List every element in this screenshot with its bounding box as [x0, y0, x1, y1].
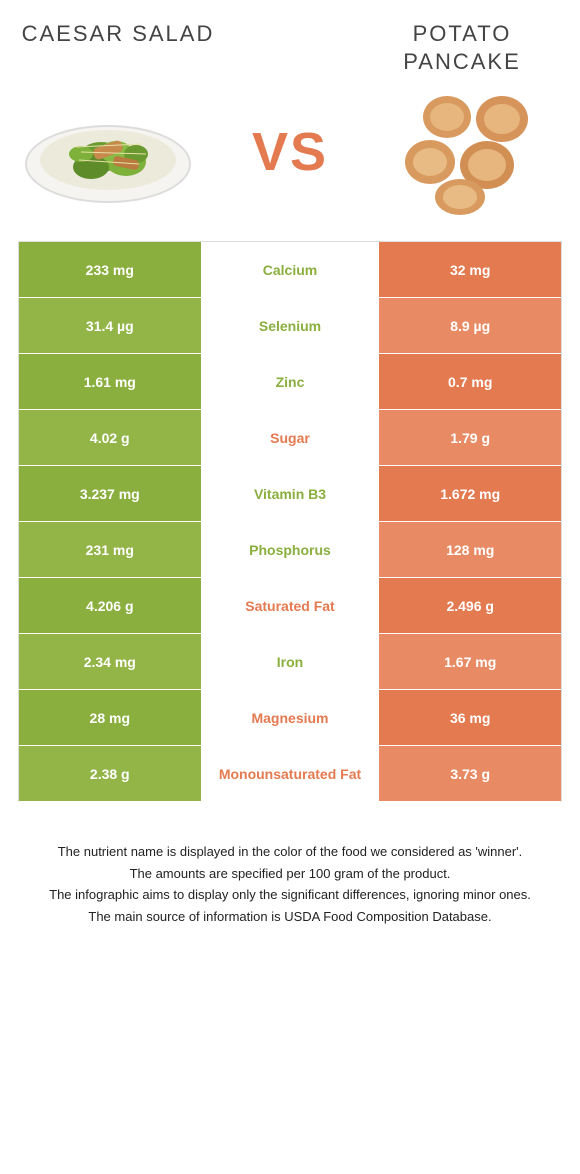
footer-notes: The nutrient name is displayed in the co…	[18, 842, 562, 926]
nutrient-name: Saturated Fat	[201, 578, 380, 633]
food-title-right: POTATO PANCAKE	[362, 20, 562, 75]
nutrient-table: 233 mgCalcium32 mg31.4 µgSelenium8.9 µg1…	[18, 241, 562, 802]
value-left: 231 mg	[19, 522, 201, 577]
value-right: 1.672 mg	[379, 466, 561, 521]
footer-line: The main source of information is USDA F…	[28, 907, 552, 927]
nutrient-name: Monounsaturated Fat	[201, 746, 380, 801]
nutrient-name: Vitamin B3	[201, 466, 380, 521]
nutrient-name: Sugar	[201, 410, 380, 465]
table-row: 4.02 gSugar1.79 g	[19, 410, 561, 466]
value-right: 1.79 g	[379, 410, 561, 465]
vs-label: VS	[252, 121, 328, 183]
value-left: 3.237 mg	[19, 466, 201, 521]
value-left: 1.61 mg	[19, 354, 201, 409]
table-row: 2.34 mgIron1.67 mg	[19, 634, 561, 690]
table-row: 3.237 mgVitamin B31.672 mg	[19, 466, 561, 522]
nutrient-name: Phosphorus	[201, 522, 380, 577]
footer-line: The infographic aims to display only the…	[28, 885, 552, 905]
value-right: 8.9 µg	[379, 298, 561, 353]
food-image-left	[18, 87, 198, 217]
food-image-right	[382, 87, 562, 217]
table-row: 31.4 µgSelenium8.9 µg	[19, 298, 561, 354]
table-row: 4.206 gSaturated Fat2.496 g	[19, 578, 561, 634]
value-right: 128 mg	[379, 522, 561, 577]
nutrient-name: Magnesium	[201, 690, 380, 745]
nutrient-name: Iron	[201, 634, 380, 689]
table-row: 231 mgPhosphorus128 mg	[19, 522, 561, 578]
value-left: 31.4 µg	[19, 298, 201, 353]
value-right: 2.496 g	[379, 578, 561, 633]
food-title-left: CAESAR SALAD	[18, 20, 218, 48]
value-right: 0.7 mg	[379, 354, 561, 409]
images-row: VS	[18, 87, 562, 217]
value-right: 32 mg	[379, 242, 561, 297]
value-left: 4.02 g	[19, 410, 201, 465]
value-left: 2.34 mg	[19, 634, 201, 689]
value-left: 28 mg	[19, 690, 201, 745]
value-left: 233 mg	[19, 242, 201, 297]
value-right: 3.73 g	[379, 746, 561, 801]
value-right: 1.67 mg	[379, 634, 561, 689]
footer-line: The nutrient name is displayed in the co…	[28, 842, 552, 862]
footer-line: The amounts are specified per 100 gram o…	[28, 864, 552, 884]
table-row: 1.61 mgZinc0.7 mg	[19, 354, 561, 410]
nutrient-name: Selenium	[201, 298, 380, 353]
value-left: 2.38 g	[19, 746, 201, 801]
nutrient-name: Calcium	[201, 242, 380, 297]
value-left: 4.206 g	[19, 578, 201, 633]
table-row: 2.38 gMonounsaturated Fat3.73 g	[19, 746, 561, 802]
header: CAESAR SALAD POTATO PANCAKE	[18, 20, 562, 75]
value-right: 36 mg	[379, 690, 561, 745]
table-row: 28 mgMagnesium36 mg	[19, 690, 561, 746]
table-row: 233 mgCalcium32 mg	[19, 242, 561, 298]
nutrient-name: Zinc	[201, 354, 380, 409]
